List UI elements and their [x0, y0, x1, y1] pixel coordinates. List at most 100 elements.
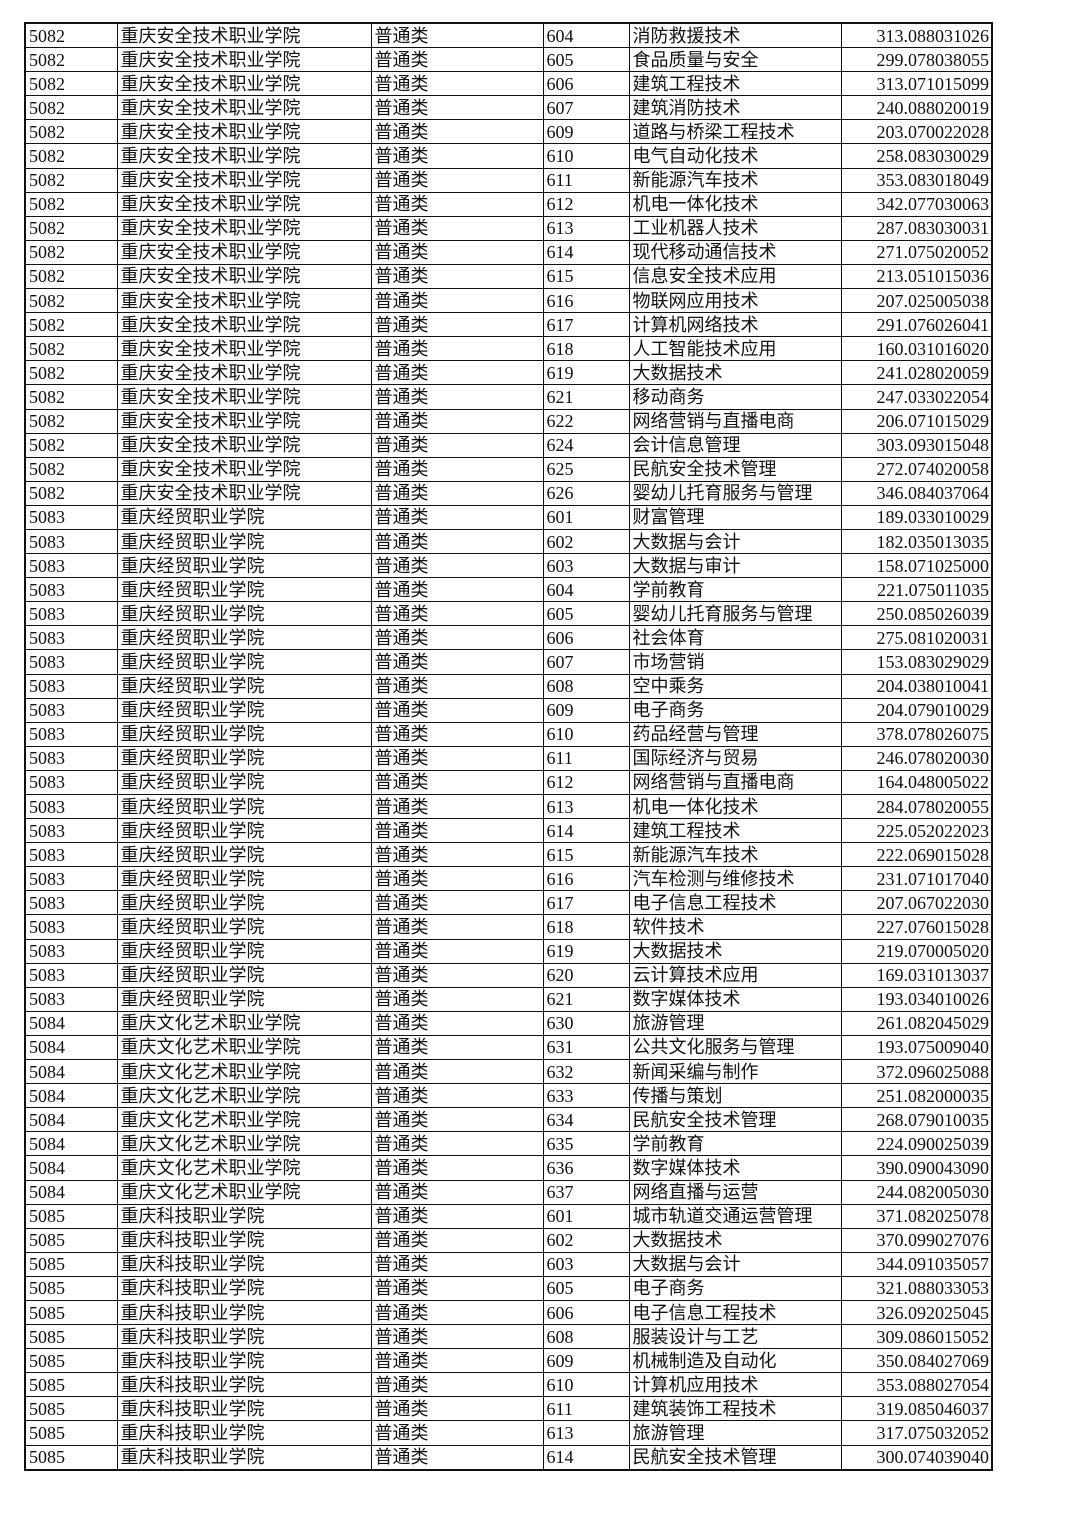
score-cell: 313.071015099: [840, 71, 993, 97]
school-code-cell: 5085: [24, 1348, 118, 1374]
school-name-cell: 重庆经贸职业学院: [116, 528, 372, 555]
table-row: 5082 重庆安全技术职业学院 普通类 621 移动商务 247.033022054: [24, 384, 993, 410]
school-name-cell: 重庆经贸职业学院: [116, 769, 372, 796]
major-code-cell: 612: [542, 769, 630, 796]
major-code-cell: 633: [542, 1083, 630, 1109]
table-row: 5082 重庆安全技术职业学院 普通类 622 网络营销与直播电商 206.0710150…: [24, 408, 993, 434]
major-code-cell: 607: [542, 649, 630, 675]
major-code-cell: 602: [542, 528, 630, 555]
major-name-cell: 建筑装饰工程技术: [628, 1396, 842, 1422]
school-code-cell: 5082: [24, 432, 118, 458]
score-cell: 272.074020058: [840, 456, 993, 482]
major-name-cell: 大数据与审计: [628, 553, 842, 579]
major-name-cell: 网络营销与直播电商: [628, 408, 842, 434]
school-name-cell: 重庆安全技术职业学院: [116, 312, 372, 338]
category-cell: 普通类: [370, 22, 544, 49]
score-cell: 353.088027054: [840, 1372, 993, 1398]
score-cell: 378.078026075: [840, 721, 993, 747]
score-cell: 222.069015028: [840, 842, 993, 868]
category-cell: 普通类: [370, 143, 544, 169]
major-code-cell: 622: [542, 408, 630, 434]
major-name-cell: 市场营销: [628, 649, 842, 675]
category-cell: 普通类: [370, 167, 544, 193]
category-cell: 普通类: [370, 119, 544, 145]
school-code-cell: 5083: [24, 818, 118, 844]
school-name-cell: 重庆科技职业学院: [116, 1275, 372, 1301]
major-name-cell: 社会体育: [628, 625, 842, 651]
score-cell: 319.085046037: [840, 1396, 993, 1422]
school-name-cell: 重庆经贸职业学院: [116, 697, 372, 723]
school-code-cell: 5082: [24, 95, 118, 121]
school-code-cell: 5083: [24, 793, 118, 820]
major-name-cell: 数字媒体技术: [628, 1155, 842, 1181]
school-name-cell: 重庆经贸职业学院: [116, 721, 372, 747]
major-name-cell: 民航安全技术管理: [628, 1444, 842, 1471]
category-cell: 普通类: [370, 697, 544, 723]
score-cell: 371.082025078: [840, 1203, 993, 1229]
school-code-cell: 5085: [24, 1299, 118, 1326]
major-name-cell: 信息安全技术应用: [628, 263, 842, 290]
major-name-cell: 建筑工程技术: [628, 818, 842, 844]
school-code-cell: 5084: [24, 1155, 118, 1181]
category-cell: 普通类: [370, 962, 544, 988]
school-name-cell: 重庆科技职业学院: [116, 1420, 372, 1446]
major-name-cell: 电气自动化技术: [628, 143, 842, 169]
school-name-cell: 重庆安全技术职业学院: [116, 22, 372, 49]
school-name-cell: 重庆经贸职业学院: [116, 601, 372, 627]
school-name-cell: 重庆科技职业学院: [116, 1324, 372, 1350]
category-cell: 普通类: [370, 432, 544, 458]
category-cell: 普通类: [370, 480, 544, 506]
major-name-cell: 大数据与会计: [628, 1251, 842, 1277]
school-code-cell: 5084: [24, 1131, 118, 1157]
category-cell: 普通类: [370, 769, 544, 796]
category-cell: 普通类: [370, 191, 544, 217]
school-name-cell: 重庆文化艺术职业学院: [116, 1059, 372, 1085]
school-code-cell: 5083: [24, 745, 118, 771]
major-name-cell: 机械制造及自动化: [628, 1348, 842, 1374]
score-cell: 321.088033053: [840, 1275, 993, 1301]
major-name-cell: 消防救援技术: [628, 22, 842, 49]
school-name-cell: 重庆科技职业学院: [116, 1372, 372, 1398]
table-row: 5085 重庆科技职业学院 普通类 601 城市轨道交通运营管理 371.08202507…: [24, 1203, 993, 1229]
score-cell: 346.084037064: [840, 480, 993, 506]
school-name-cell: 重庆安全技术职业学院: [116, 215, 372, 241]
table-row: 5083 重庆经贸职业学院 普通类 613 机电一体化技术 284.078020055: [24, 793, 993, 820]
score-cell: 350.084027069: [840, 1348, 993, 1374]
major-name-cell: 电子商务: [628, 697, 842, 723]
school-code-cell: 5082: [24, 263, 118, 290]
major-name-cell: 公共文化服务与管理: [628, 1034, 842, 1061]
table-row: 5085 重庆科技职业学院 普通类 606 电子信息工程技术 326.092025045: [24, 1299, 993, 1326]
school-name-cell: 重庆经贸职业学院: [116, 504, 372, 530]
table-row: 5083 重庆经贸职业学院 普通类 608 空中乘务 204.038010041: [24, 673, 993, 699]
category-cell: 普通类: [370, 1444, 544, 1471]
major-code-cell: 637: [542, 1179, 630, 1205]
major-code-cell: 608: [542, 673, 630, 699]
major-name-cell: 网络直播与运营: [628, 1179, 842, 1205]
score-cell: 241.028020059: [840, 360, 993, 386]
score-cell: 206.071015029: [840, 408, 993, 434]
category-cell: 普通类: [370, 1203, 544, 1229]
table-row: 5083 重庆经贸职业学院 普通类 609 电子商务 204.079010029: [24, 697, 993, 723]
table-row: 5085 重庆科技职业学院 普通类 605 电子商务 321.088033053: [24, 1275, 993, 1301]
score-cell: 207.025005038: [840, 288, 993, 314]
table-row: 5082 重庆安全技术职业学院 普通类 613 工业机器人技术 287.083030031: [24, 215, 993, 241]
category-cell: 普通类: [370, 1275, 544, 1301]
score-cell: 251.082000035: [840, 1083, 993, 1109]
school-name-cell: 重庆文化艺术职业学院: [116, 1155, 372, 1181]
school-name-cell: 重庆经贸职业学院: [116, 793, 372, 820]
school-code-cell: 5082: [24, 22, 118, 49]
school-code-cell: 5085: [24, 1251, 118, 1277]
school-code-cell: 5083: [24, 697, 118, 723]
school-name-cell: 重庆科技职业学院: [116, 1251, 372, 1277]
table-row: 5082 重庆安全技术职业学院 普通类 612 机电一体化技术 342.077030063: [24, 191, 993, 217]
school-code-cell: 5085: [24, 1444, 118, 1471]
major-name-cell: 计算机网络技术: [628, 312, 842, 338]
major-code-cell: 610: [542, 1372, 630, 1398]
major-code-cell: 609: [542, 119, 630, 145]
major-code-cell: 606: [542, 625, 630, 651]
score-cell: 342.077030063: [840, 191, 993, 217]
table-row: 5084 重庆文化艺术职业学院 普通类 632 新闻采编与制作 372.096025088: [24, 1059, 993, 1085]
major-code-cell: 609: [542, 1348, 630, 1374]
major-code-cell: 612: [542, 191, 630, 217]
major-code-cell: 630: [542, 1010, 630, 1036]
